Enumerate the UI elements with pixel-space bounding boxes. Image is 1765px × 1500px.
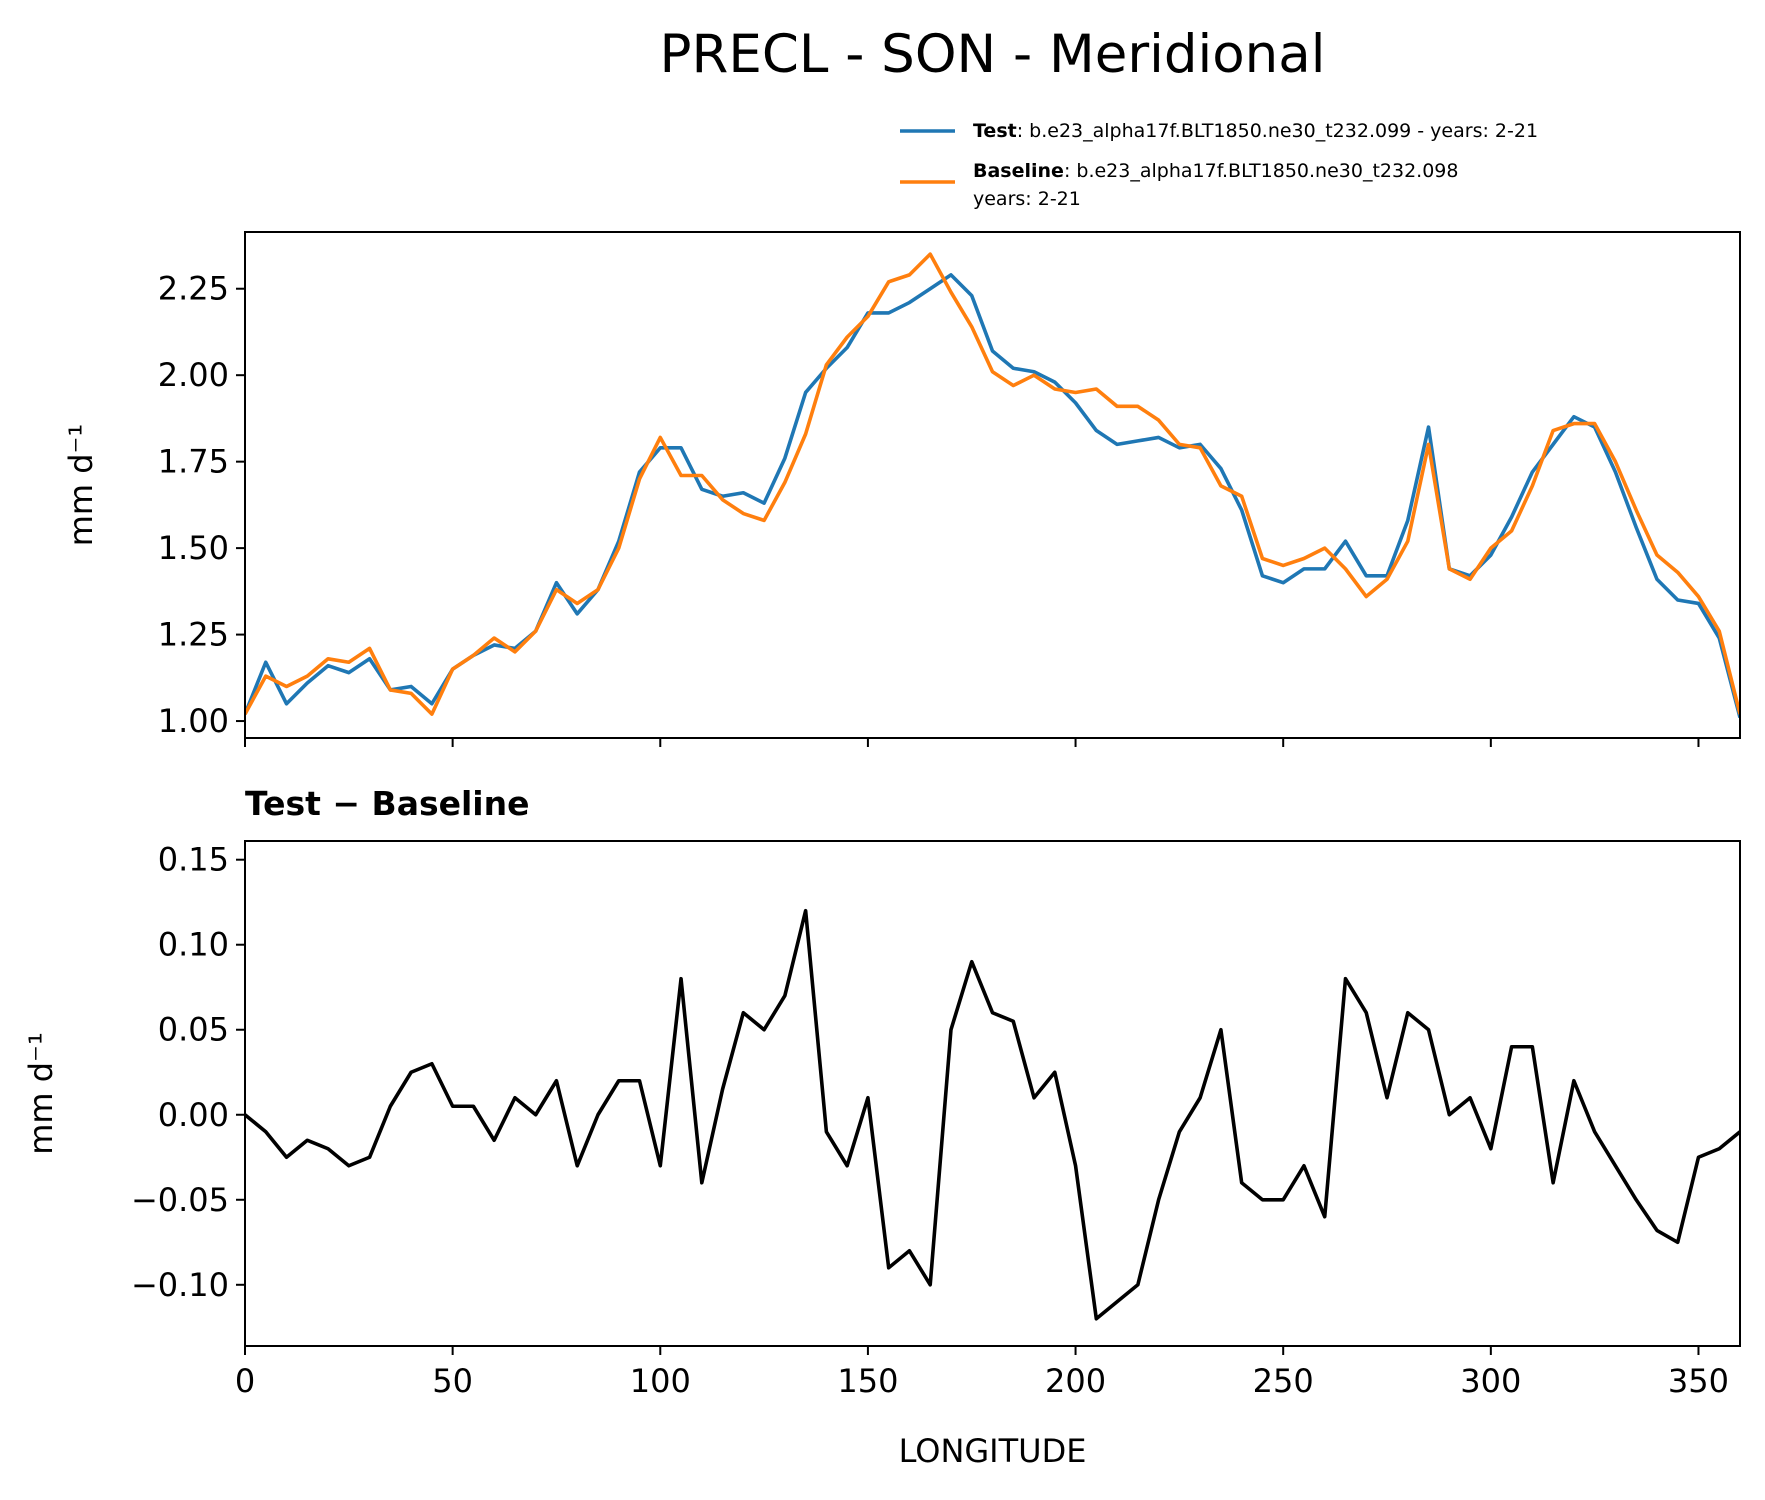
x-tick-label: 250 bbox=[1253, 1362, 1314, 1400]
y-tick-label: 2.00 bbox=[158, 356, 229, 394]
legend-name: Baseline bbox=[973, 160, 1064, 182]
x-tick-label: 300 bbox=[1460, 1362, 1521, 1400]
legend-detail: : b.e23_alpha17f.BLT1850.ne30_t232.099 -… bbox=[1017, 120, 1538, 142]
chart-title: PRECL - SON - Meridional bbox=[660, 24, 1326, 85]
data-line bbox=[245, 273, 1740, 719]
data-line bbox=[245, 252, 1740, 716]
axes-frame bbox=[244, 840, 1741, 1347]
x-tick-label: 0 bbox=[235, 1362, 255, 1400]
axes-frame bbox=[244, 231, 1741, 739]
y-tick-label: 0.10 bbox=[158, 926, 229, 964]
y-axis-label: mm d⁻¹ bbox=[62, 424, 100, 547]
legend-detail: : b.e23_alpha17f.BLT1850.ne30_t232.098 bbox=[1064, 160, 1459, 182]
y-tick-label: 1.50 bbox=[158, 529, 229, 567]
y-tick-label: −0.05 bbox=[131, 1181, 229, 1219]
y-tick-label: 2.25 bbox=[158, 270, 229, 308]
data-line bbox=[245, 908, 1740, 1321]
x-tick-label: 100 bbox=[630, 1362, 691, 1400]
y-axis-label: mm d⁻¹ bbox=[22, 1032, 60, 1155]
x-tick-label: 350 bbox=[1668, 1362, 1729, 1400]
legend-name: Test bbox=[973, 120, 1017, 142]
y-tick-label: 0.15 bbox=[158, 841, 229, 879]
y-tick-label: 0.00 bbox=[158, 1096, 229, 1134]
y-tick-label: −0.10 bbox=[131, 1266, 229, 1304]
y-tick-label: 1.00 bbox=[158, 702, 229, 740]
x-tick-label: 50 bbox=[432, 1362, 473, 1400]
subplot-title: Test − Baseline bbox=[245, 784, 530, 823]
x-tick-label: 150 bbox=[837, 1362, 898, 1400]
y-tick-label: 1.25 bbox=[158, 616, 229, 654]
legend-detail: years: 2-21 bbox=[973, 188, 1081, 210]
legend-label: Test: b.e23_alpha17f.BLT1850.ne30_t232.0… bbox=[973, 120, 1538, 142]
x-axis-label: LONGITUDE bbox=[899, 1432, 1087, 1470]
y-tick-label: 1.75 bbox=[158, 443, 229, 481]
x-tick-label: 200 bbox=[1045, 1362, 1106, 1400]
legend-label: Baseline: b.e23_alpha17f.BLT1850.ne30_t2… bbox=[973, 160, 1458, 182]
y-tick-label: 0.05 bbox=[158, 1011, 229, 1049]
